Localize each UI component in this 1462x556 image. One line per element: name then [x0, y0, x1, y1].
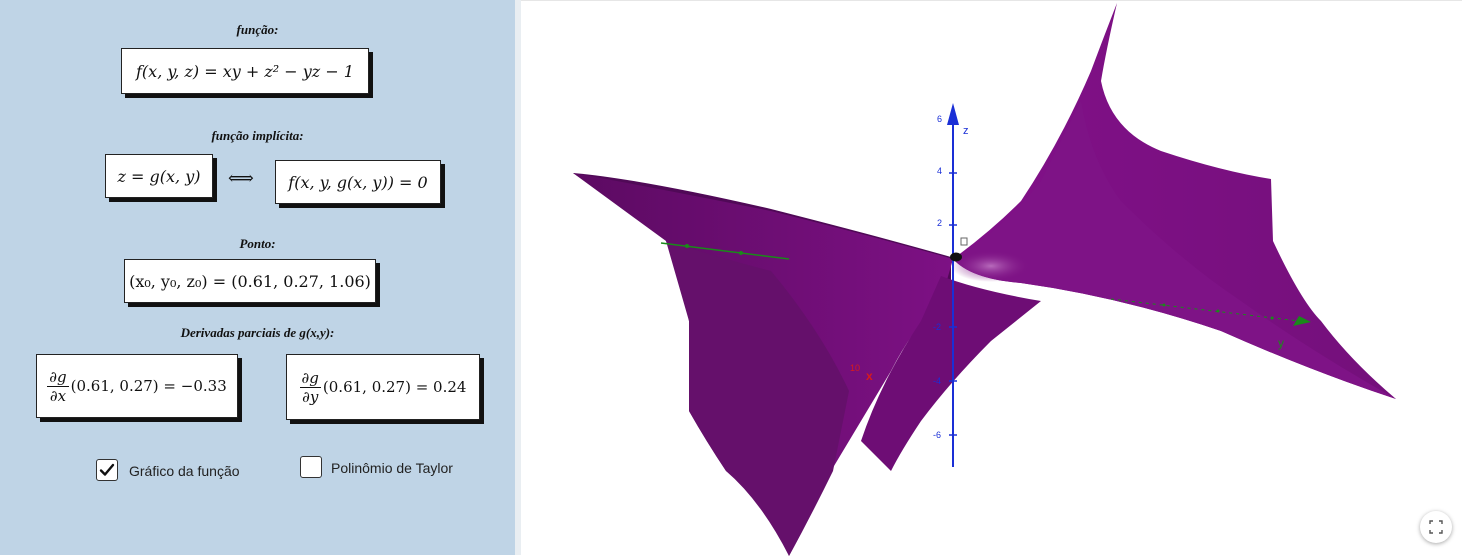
ponto-expression: (x₀, y₀, z₀) = (0.61, 0.27, 1.06): [124, 259, 376, 303]
y-axis-back: [660, 242, 790, 260]
ponto-heading: Ponto:: [239, 236, 276, 251]
y-axis-back-ticks: [685, 244, 743, 255]
graph-canvas[interactable]: y x 10 z 6 4 2 -2 -4 -6: [521, 1, 1462, 556]
implicita-left-text: z = g(x, y): [117, 166, 201, 186]
dgdx-value: (0.61, 0.27) = −0.33: [70, 377, 227, 395]
surface-left-fold: [666, 241, 849, 556]
z-tick-neg6: -6: [933, 430, 941, 440]
z-axis-ticks: [949, 120, 957, 436]
x-axis-label: x: [866, 369, 873, 383]
y-axis-label: y: [1278, 336, 1284, 350]
saddle-highlight: [951, 250, 1031, 282]
y-axis-arrow: [1293, 316, 1311, 326]
panel-divider: [515, 0, 521, 555]
grafico-label[interactable]: Gráfico da função: [129, 463, 240, 479]
dgdx-numerator: ∂g: [47, 367, 69, 387]
y-axis-front-ticks: [1162, 303, 1274, 320]
fullscreen-icon: [1429, 520, 1443, 534]
z-tick-2: 2: [937, 218, 942, 228]
taylor-label[interactable]: Polinômio de Taylor: [331, 460, 453, 476]
funcao-expression-text: f(x, y, z) = xy + z² − yz − 1: [136, 61, 354, 81]
z-axis-label: z: [963, 125, 969, 137]
surface-right-fold: [953, 101, 1396, 399]
z-tick-6: 6: [937, 114, 942, 124]
funcao-expression: f(x, y, z) = xy + z² − yz − 1: [121, 48, 369, 94]
z-tick-neg4: -4: [933, 376, 941, 386]
dgdx-expression: ∂g ∂x (0.61, 0.27) = −0.33: [36, 354, 238, 418]
point-marker[interactable]: [950, 252, 962, 262]
dgdy-fraction: ∂g ∂y: [299, 368, 321, 406]
point-label-marker: [960, 237, 968, 246]
dgdx-denominator: ∂x: [49, 386, 67, 405]
graphics-3d-view[interactable]: y x 10 z 6 4 2 -2 -4 -6: [521, 0, 1462, 556]
z-tick-4: 4: [937, 166, 942, 176]
checkmark-icon: [99, 463, 115, 476]
dgdy-numerator: ∂g: [299, 368, 321, 388]
surface-upper-right: [953, 3, 1396, 399]
dgdy-denominator: ∂y: [302, 387, 319, 406]
implicita-heading: função implícita:: [211, 128, 304, 143]
derivadas-heading: Derivadas parciais de g(x,y):: [180, 325, 335, 340]
fullscreen-button[interactable]: [1420, 511, 1452, 543]
dgdy-value: (0.61, 0.27) = 0.24: [322, 378, 467, 396]
dgdy-expression: ∂g ∂y (0.61, 0.27) = 0.24: [286, 354, 480, 420]
funcao-heading: função:: [236, 22, 279, 37]
surface-lower-center: [861, 276, 1041, 471]
dgdx-fraction: ∂g ∂x: [47, 367, 69, 405]
implicita-left-expression: z = g(x, y): [105, 154, 213, 198]
z-axis-arrow: [947, 103, 959, 125]
z-tick-neg2: -2: [933, 322, 941, 332]
grafico-checkbox[interactable]: [96, 459, 118, 481]
taylor-checkbox[interactable]: [300, 456, 322, 478]
implicita-right-text: f(x, y, g(x, y)) = 0: [288, 172, 428, 192]
control-panel: função: f(x, y, z) = xy + z² − yz − 1 fu…: [0, 0, 515, 555]
ponto-expression-text: (x₀, y₀, z₀) = (0.61, 0.27, 1.06): [129, 271, 371, 291]
implicita-right-expression: f(x, y, g(x, y)) = 0: [275, 160, 441, 204]
x-axis-tick-label: 10: [850, 363, 860, 373]
iff-symbol: ⟺: [228, 168, 254, 189]
